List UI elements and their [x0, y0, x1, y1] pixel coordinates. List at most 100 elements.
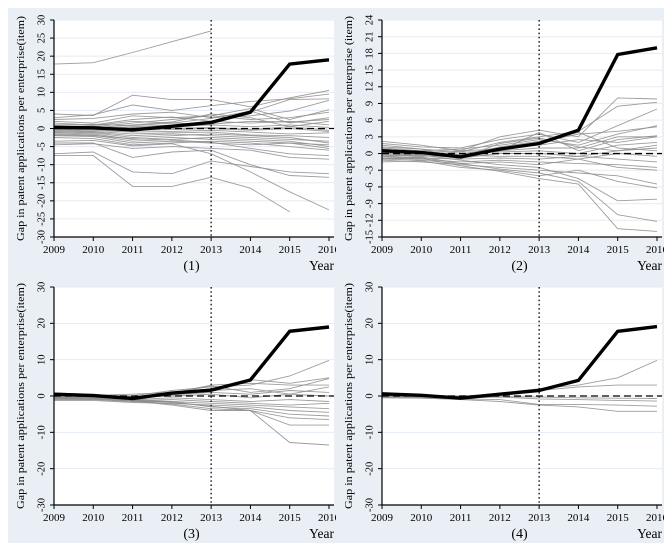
y-tick-label: -25: [37, 212, 48, 226]
y-tick-label: -20: [365, 462, 376, 476]
treated-line: [53, 58, 330, 132]
x-axis-title: Year: [637, 526, 662, 541]
control-line: [53, 137, 330, 151]
control-line: [53, 139, 330, 211]
control-line: [54, 155, 290, 213]
x-tick-label: 2010: [82, 244, 105, 256]
x-axis-title: Year: [309, 526, 334, 541]
treated-line: [381, 46, 658, 159]
y-tick-label: 15: [365, 65, 376, 76]
y-tick-label: -6: [365, 183, 376, 192]
control-line: [381, 160, 658, 189]
y-tick-label: 0: [365, 393, 376, 398]
x-axis-title: Year: [637, 258, 662, 273]
y-tick-label: 12: [365, 82, 376, 93]
x-tick-label: 2013: [528, 512, 551, 524]
panel-1-plot: -30 -25 -20 -15 -10 -5 0 5 10 15 20 25 30 2009 2010 201…: [15, 15, 336, 274]
x-tick-label: 2012: [161, 244, 183, 256]
control-line: [381, 157, 658, 232]
x-tick-label: 2011: [450, 512, 472, 524]
control-line: [381, 97, 658, 152]
treated-line: [381, 324, 658, 400]
control-line: [381, 108, 658, 149]
y-tick-label: 9: [365, 101, 376, 106]
x-tick-label: 2016: [646, 244, 664, 256]
y-tick-label: -20: [37, 462, 48, 476]
panel-caption: (2): [511, 259, 528, 274]
y-tick-label: 30: [37, 15, 48, 26]
y-tick-label: 10: [365, 354, 376, 365]
x-tick-label: 2009: [371, 512, 394, 524]
x-tick-label: 2016: [318, 512, 336, 524]
control-line: [53, 397, 330, 421]
y-tick-label: 18: [365, 48, 376, 59]
y-tick-label: 10: [37, 354, 48, 365]
y-tick-label: -10: [365, 425, 376, 439]
y-tick-label: -30: [37, 498, 48, 512]
panel-4: -30 -20 -10 0 10 20 30 2009 2010 2011 2012 2013 2014…: [336, 275, 664, 543]
control-line: [381, 137, 658, 159]
x-tick-label: 2010: [410, 512, 433, 524]
x-tick-label: 2012: [161, 512, 183, 524]
y-axis-title: Gap in patent applications per enterpris…: [15, 283, 27, 509]
panel-caption: (1): [183, 259, 200, 274]
control-line: [53, 129, 330, 138]
panel-3-plot: -30 -20 -10 0 10 20 30 2009 2010 2011 2012 2013 2014…: [15, 282, 336, 542]
x-tick-label: 2014: [239, 244, 262, 256]
control-line: [381, 101, 658, 153]
panel-grid: -30 -25 -20 -15 -10 -5 0 5 10 15 20 25 30 2009 2010 201…: [8, 8, 664, 543]
control-line: [53, 398, 330, 446]
control-line: [53, 143, 330, 160]
x-tick-label: 2009: [371, 244, 394, 256]
y-tick-label: -10: [37, 425, 48, 439]
x-tick-label: 2010: [82, 512, 105, 524]
panel-1: -30 -25 -20 -15 -10 -5 0 5 10 15 20 25 30 2009 2010 201…: [8, 8, 336, 275]
y-tick-label: -3: [365, 166, 376, 175]
y-tick-label: 25: [37, 33, 48, 44]
control-line: [53, 134, 330, 157]
y-tick-label: 3: [365, 134, 376, 139]
control-line: [53, 397, 329, 426]
panel-2-plot: -15 -12 -9 -6 -3 0 3 6 9 12 15 18 21 24 2009 2010 2011 20…: [343, 14, 664, 274]
treated-line: [53, 325, 330, 401]
x-tick-label: 2015: [279, 512, 302, 524]
x-tick-label: 2009: [43, 512, 66, 524]
y-tick-label: -10: [37, 158, 48, 172]
x-axis-title: Year: [309, 258, 334, 273]
y-tick-label: -30: [37, 230, 48, 244]
control-line: [53, 129, 330, 135]
control-line: [53, 93, 330, 119]
y-tick-label: -9: [365, 199, 376, 208]
y-tick-label: -30: [365, 498, 376, 512]
control-line: [381, 159, 658, 185]
y-axis-title: Gap in patent applications per enterpris…: [343, 16, 355, 241]
y-tick-label: 0: [37, 393, 48, 398]
x-tick-label: 2016: [646, 512, 664, 524]
y-tick-label: 30: [365, 282, 376, 293]
y-tick-label: -20: [37, 194, 48, 208]
control-line: [53, 151, 330, 175]
y-tick-label: 0: [37, 126, 48, 131]
patent-gap-figure: -30 -25 -20 -15 -10 -5 0 5 10 15 20 25 30 2009 2010 201…: [8, 8, 664, 543]
x-tick-label: 2016: [318, 244, 336, 256]
control-line: [54, 142, 330, 178]
panel-caption: (3): [183, 527, 200, 542]
x-tick-label: 2011: [122, 244, 144, 256]
control-line: [53, 131, 330, 144]
x-tick-label: 2015: [607, 244, 630, 256]
control-line: [53, 30, 212, 65]
x-tick-label: 2011: [450, 244, 472, 256]
x-tick-label: 2012: [489, 512, 511, 524]
control-line: [381, 156, 658, 222]
control-line: [53, 99, 330, 120]
panel-caption: (4): [511, 527, 528, 542]
y-tick-label: 30: [37, 282, 48, 293]
y-tick-label: 24: [365, 14, 376, 25]
x-tick-label: 2014: [567, 512, 590, 524]
y-axis-title: Gap in patent applications per enterpris…: [15, 16, 27, 241]
y-tick-label: 0: [365, 151, 376, 156]
x-tick-label: 2009: [43, 244, 66, 256]
y-tick-label: -15: [365, 230, 376, 244]
y-tick-label: -5: [37, 142, 48, 151]
panel-3: -30 -20 -10 0 10 20 30 2009 2010 2011 2012 2013 2014…: [8, 275, 336, 543]
